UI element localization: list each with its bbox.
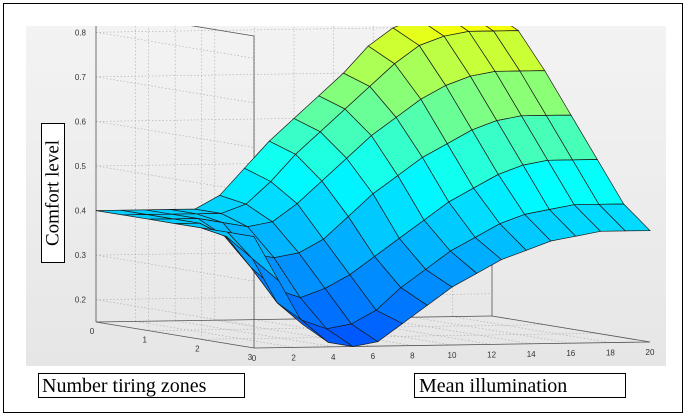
surface-mesh [95,26,651,347]
surface-patch [598,203,651,232]
axis-edge [95,321,255,349]
y-tick-label: 0 [90,327,95,336]
axis-edge [253,341,651,349]
x-tick-label: 14 [527,350,536,359]
y-tick-label: 1 [142,336,147,345]
x-tick-label: 6 [371,352,376,361]
x-gridline-floor [412,316,571,344]
x-tick-label: 16 [566,349,575,358]
y-gridline-floor [148,324,545,331]
axis-edge [491,315,651,343]
x-tick-label: 18 [606,349,615,358]
x-tick-label: 12 [487,350,496,359]
y-tick-label: 2 [195,344,200,353]
figure-frame: 0.2 0.3 0.4 0.5 0.6 0.7 0.8 0 1 2 3 0 2 4 6 8 10 12 14 16 18… [3,3,683,413]
x-tick-label: 4 [331,353,336,362]
z-gridline-left [95,299,255,327]
z-gridline-left [95,254,255,282]
x-tick-label: 10 [448,351,457,360]
z-gridline-left [95,121,255,148]
axis-edge [95,315,493,323]
x-tick-label: 0 [252,354,257,363]
x-gridline-floor [135,321,294,348]
z-tick-label: 0.6 [75,117,87,126]
x-gridline-floor [293,318,453,346]
z-gridline-left [95,31,255,59]
x-tick-label: 2 [291,353,296,362]
z-gridline-left [95,76,255,104]
y-axis-label: Number tiring zones [38,373,245,398]
x-gridline-floor [254,319,413,346]
z-tick-label: 0.3 [75,251,87,260]
z-tick-label: 0.4 [75,207,87,216]
x-tick-label: 20 [646,348,655,357]
z-tick-label: 0.2 [75,296,87,305]
y-tick-label: 3 [248,353,253,362]
x-gridline-floor [373,317,532,345]
z-axis-label: Comfort level [41,123,65,263]
x-gridline-floor [333,318,492,345]
x-tick-label: 8 [410,352,415,361]
x-gridline-floor [452,316,611,343]
axis-edge [190,26,255,37]
y-gridline-floor [201,333,598,340]
z-tick-label: 0.7 [75,73,87,82]
z-tick-label: 0.5 [75,162,87,171]
x-axis-label: Mean illumination [414,373,626,398]
x-gridline-floor [175,320,334,348]
z-tick-label: 0.8 [75,28,87,37]
